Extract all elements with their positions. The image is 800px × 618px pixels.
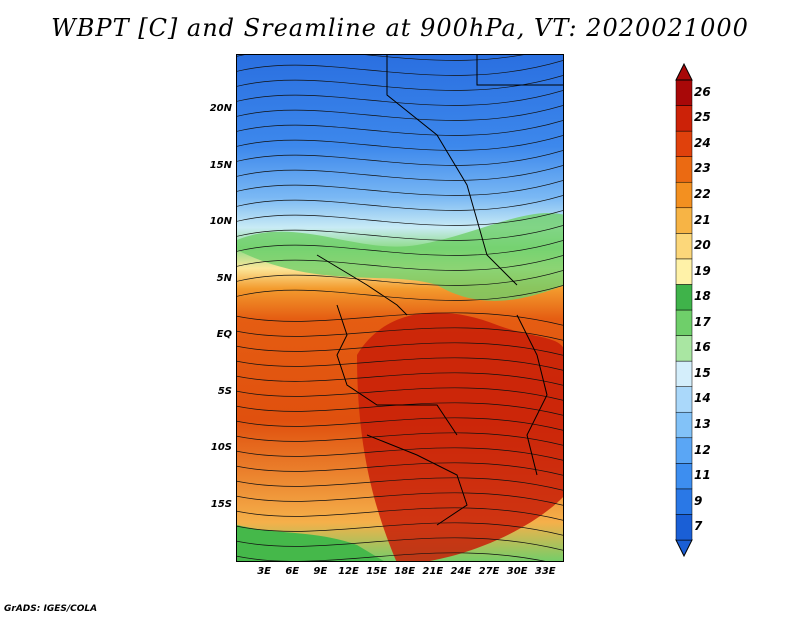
streamline <box>237 224 563 241</box>
colorbar-label: 25 <box>694 110 711 125</box>
colorbar-swatch <box>675 309 693 336</box>
colorbar-label: 17 <box>694 314 711 329</box>
southwest-green <box>237 525 384 561</box>
colorbar-label: 19 <box>694 263 711 278</box>
colorbar-label: 14 <box>694 391 711 406</box>
streamline <box>237 164 563 181</box>
lat-tick-label: 15S <box>210 498 232 510</box>
colorbar-low-arrow <box>675 539 693 558</box>
streamline <box>237 357 563 371</box>
colorbar-label: 26 <box>694 84 711 99</box>
streamline <box>237 492 563 506</box>
colorbar-swatch <box>675 284 693 311</box>
streamline <box>237 312 563 326</box>
colorbar-swatch <box>675 130 693 157</box>
lon-tick-label: 6E <box>285 566 300 577</box>
colorbar <box>675 62 693 558</box>
lon-tick-label: 24E <box>450 566 472 577</box>
colorbar-swatch <box>675 156 693 183</box>
colorbar-swatch <box>675 360 693 387</box>
streamline <box>237 537 563 551</box>
streamline <box>237 134 563 151</box>
lon-tick-label: 15E <box>366 566 387 577</box>
streamline <box>237 119 563 136</box>
colorbar-swatch <box>675 105 693 132</box>
streamline <box>237 462 563 476</box>
streamline <box>237 372 563 386</box>
colorbar-label: 20 <box>694 238 711 253</box>
lat-tick-label: 10N <box>209 216 232 228</box>
colorbar-label: 16 <box>694 340 711 355</box>
colorbar-label: 13 <box>694 417 711 431</box>
streamline <box>237 327 563 341</box>
streamline <box>237 522 563 536</box>
colorbar-label: 15 <box>694 365 711 380</box>
country-borders <box>316 55 563 526</box>
lat-tick-label: 10S <box>210 442 232 454</box>
streamline <box>237 477 563 491</box>
lat-tick-label: 20N <box>209 103 232 115</box>
streamline <box>237 194 563 211</box>
colorbar-label: 22 <box>694 187 711 201</box>
streamline <box>237 149 563 166</box>
colorbar-label: 24 <box>694 135 711 150</box>
streamline <box>237 447 563 461</box>
colorbar-swatch <box>675 411 693 439</box>
colorbar-swatch <box>675 488 693 515</box>
colorbar-swatch <box>675 181 693 209</box>
lon-tick-label: 12E <box>338 566 359 577</box>
colorbar-label: 9 <box>694 493 703 508</box>
colorbar-swatch <box>675 258 693 285</box>
streamline <box>237 417 563 431</box>
colorbar-label: 21 <box>694 212 711 227</box>
lat-tick-label: 5S <box>217 385 232 397</box>
colorbar-swatch <box>675 233 693 260</box>
colorbar-label: 18 <box>694 289 711 304</box>
lat-tick-label: 15N <box>209 159 232 171</box>
lon-tick-label: 33E <box>534 566 556 577</box>
streamline <box>237 254 563 271</box>
colorbar-swatch <box>675 335 693 362</box>
lon-tick-label: 21E <box>422 566 444 577</box>
map-title: WBPT [C] and Sreamline at 900hPa, VT: 20… <box>51 14 749 42</box>
colorbar-swatch <box>675 386 693 413</box>
colorbar-label: 23 <box>694 161 711 176</box>
grads-credit: GrADS: IGES/COLA <box>4 604 98 614</box>
lon-tick-label: 3E <box>257 566 271 577</box>
colorbar-swatch <box>675 514 693 541</box>
streamline <box>237 432 563 446</box>
colorbar-label: 7 <box>694 519 703 534</box>
colorbar-swatch <box>675 437 693 464</box>
colorbar-label: 12 <box>694 442 711 457</box>
streamlines <box>237 55 563 561</box>
colorbar-swatch <box>675 463 693 490</box>
colorbar-high-arrow <box>675 62 693 81</box>
colorbar-swatch <box>675 207 693 234</box>
streamline <box>237 89 563 106</box>
map-canvas <box>237 55 563 561</box>
streamline <box>237 269 563 286</box>
lat-tick-label: EQ <box>216 329 232 341</box>
streamline <box>237 507 563 521</box>
streamline <box>237 104 563 121</box>
streamline <box>237 239 563 256</box>
streamline <box>237 552 545 561</box>
streamline <box>237 402 563 416</box>
streamline <box>237 284 563 301</box>
lon-tick-label: 27E <box>478 566 500 577</box>
colorbar-swatch <box>675 79 693 106</box>
streamline <box>237 387 563 401</box>
lon-tick-label: 9E <box>313 566 328 577</box>
lon-tick-label: 30E <box>506 566 528 577</box>
map-panel <box>236 54 564 562</box>
colorbar-label: 11 <box>694 468 711 483</box>
streamline <box>237 209 563 226</box>
lat-tick-label: 5N <box>216 272 232 284</box>
lon-tick-label: 18E <box>394 566 416 577</box>
streamline <box>237 179 563 196</box>
streamline <box>237 342 563 356</box>
